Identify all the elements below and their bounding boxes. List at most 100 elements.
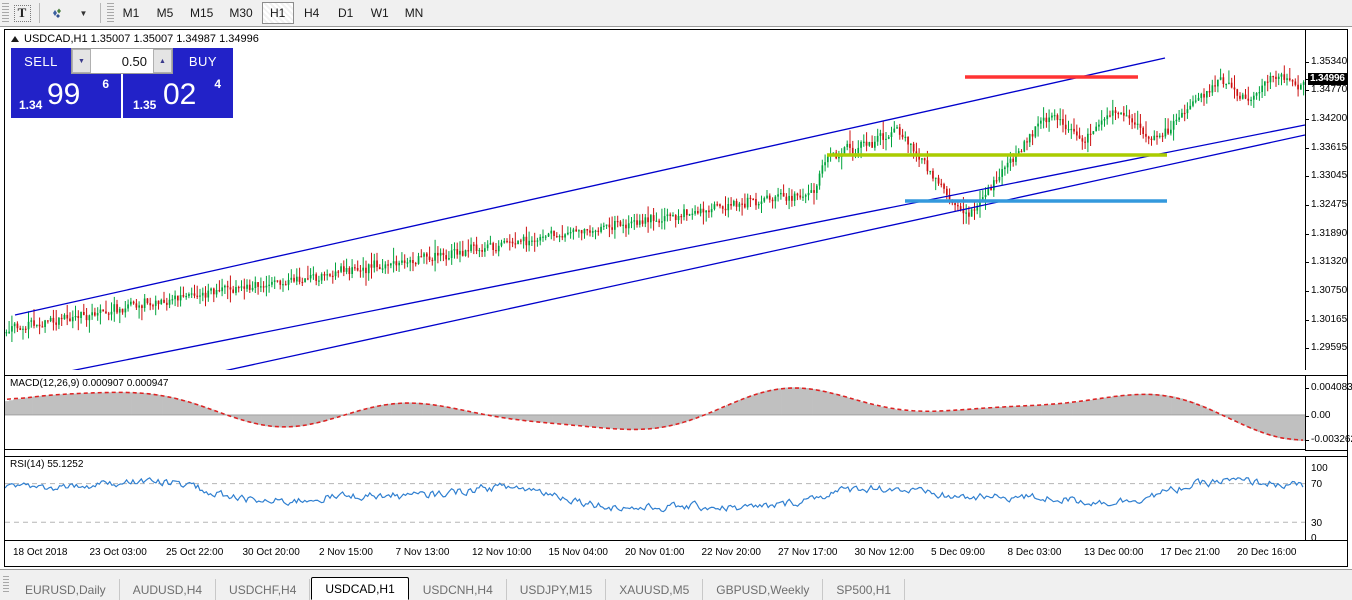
toolbar-separator — [39, 3, 40, 23]
chart-tab-usdcnh-h4[interactable]: USDCNH,H4 — [410, 579, 507, 600]
one-click-trading-panel[interactable]: SELL ▼ 0.50 ▲ BUY 1.34 99 6 — [11, 48, 233, 118]
price-axis-tick — [1306, 62, 1309, 63]
macd-axis-label: 0.00 — [1311, 410, 1331, 421]
candlestick-series — [5, 65, 1305, 342]
timeframe-button-d1[interactable]: D1 — [338, 6, 354, 20]
main-toolbar: T ▼ M1 M5 M15 M30 H1 H4 D1 W1 MN — [0, 0, 1352, 27]
collapse-triangle-icon[interactable] — [11, 36, 19, 42]
chart-tab-usdchf-h4[interactable]: USDCHF,H4 — [216, 579, 311, 600]
rsi-axis-label: 30 — [1311, 518, 1323, 529]
buy-button[interactable]: BUY — [173, 48, 233, 74]
rsi-pane[interactable]: RSI(14) 55.1252 — [5, 456, 1305, 539]
time-axis-label: 27 Nov 17:00 — [778, 547, 838, 558]
rsi-axis-label: 0 — [1311, 533, 1317, 544]
timeframe-button-m5[interactable]: M5 — [156, 6, 174, 20]
price-axis-tick — [1306, 319, 1309, 321]
macd-pane[interactable]: MACD(12,26,9) 0.000907 0.000947 — [5, 375, 1305, 450]
price-axis-tick — [1306, 118, 1309, 120]
price-axis-label: 1.33615 — [1311, 141, 1348, 153]
time-axis-label: 18 Oct 2018 — [13, 547, 68, 558]
buy-price-fraction: 4 — [214, 77, 221, 91]
price-axis-tick — [1306, 79, 1309, 81]
time-axis-label: 23 Oct 03:00 — [89, 547, 147, 558]
price-axis-label: 1.31320 — [1311, 256, 1348, 268]
timeframe-button-m1[interactable]: M1 — [122, 6, 140, 20]
macd-signal-line — [6, 387, 1304, 441]
chart-title: USDCAD,H1 1.35007 1.35007 1.34987 1.3499… — [11, 33, 259, 45]
chart-title-text: USDCAD,H1 1.35007 1.35007 1.34987 1.3499… — [24, 33, 259, 45]
time-axis[interactable]: 18 Oct 2018 23 Oct 03:00 25 Oct 22:00 30 Oc… — [5, 540, 1347, 566]
chart-window[interactable]: USDCAD,H1 1.35007 1.35007 1.34987 1.3499… — [4, 29, 1352, 567]
time-axis-label: 17 Dec 21:00 — [1160, 547, 1221, 558]
macd-axis-label: -0.003262 — [1311, 434, 1352, 445]
price-axis-tick — [1306, 90, 1309, 92]
toolbar-drag-grip[interactable] — [2, 3, 9, 23]
macd-indicator-label: MACD(12,26,9) 0.000907 0.000947 — [10, 378, 169, 389]
chart-tab-eurusd-daily[interactable]: EURUSD,Daily — [12, 579, 120, 600]
channel-upper-line-2 — [71, 124, 1305, 370]
sell-button[interactable]: SELL — [11, 48, 71, 74]
text-tool-icon: T — [13, 4, 31, 22]
sell-price-prefix: 1.34 — [19, 98, 43, 112]
chart-tab-usdcad-h1[interactable]: USDCAD,H1 — [311, 577, 409, 600]
buy-price-cell[interactable]: 1.35 02 4 — [123, 74, 233, 118]
time-axis-label: 13 Dec 00:00 — [1084, 547, 1144, 558]
time-axis-label: 12 Nov 10:00 — [472, 547, 532, 558]
macd-axis: 0.004083 0.00 -0.003262 — [1305, 375, 1352, 451]
timeframe-button-w1[interactable]: W1 — [370, 6, 389, 20]
chart-tab-gbpusd-weekly[interactable]: GBPUSD,Weekly — [703, 579, 824, 600]
time-axis-label: 22 Nov 20:00 — [701, 547, 762, 558]
volume-increment-button[interactable]: ▲ — [153, 49, 172, 73]
rsi-indicator-label: RSI(14) 55.1252 — [10, 459, 84, 470]
time-axis-label: 15 Nov 04:00 — [548, 547, 609, 558]
sell-price-cell[interactable]: 1.34 99 6 — [11, 74, 121, 118]
text-tool-button[interactable]: T — [10, 2, 34, 24]
chart-tabs: EURUSD,Daily AUDUSD,H4 USDCHF,H4 USDCAD,H1 U… — [12, 577, 906, 600]
timeframe-button-h4[interactable]: H4 — [304, 6, 320, 20]
chart-tab-usdjpy-m15[interactable]: USDJPY,M15 — [507, 579, 607, 600]
price-axis-label: 1.33045 — [1311, 170, 1348, 182]
timeframe-button-m30[interactable]: M30 — [229, 6, 253, 20]
timeframe-toolbar-grip[interactable] — [107, 3, 114, 23]
rsi-axis-label: 100 — [1311, 463, 1328, 474]
price-axis[interactable]: 1.35340 1.34996 1.34770 1.34200 1.33615 1.330… — [1305, 30, 1347, 370]
price-axis-label: 1.30165 — [1311, 313, 1348, 325]
price-axis-label: 1.34200 — [1311, 112, 1348, 124]
volume-value[interactable]: 0.50 — [121, 53, 147, 69]
rsi-axis-label: 70 — [1311, 479, 1323, 490]
time-axis-label: 8 Dec 03:00 — [1007, 547, 1062, 558]
chart-tab-sp500-h1[interactable]: SP500,H1 — [823, 579, 906, 600]
price-axis-tick — [1306, 147, 1309, 149]
time-axis-label: 30 Oct 20:00 — [242, 547, 300, 558]
timeframe-button-h1[interactable]: H1 — [261, 2, 294, 24]
price-axis-label: 1.30750 — [1311, 284, 1348, 296]
price-axis-label: 1.31890 — [1311, 227, 1348, 239]
macd-axis-tick — [1306, 440, 1309, 441]
time-axis-label: 2 Nov 15:00 — [319, 547, 373, 558]
buy-price-main: 02 — [163, 78, 197, 111]
channel-upper-line — [14, 57, 1166, 316]
sell-price-main: 99 — [47, 78, 81, 111]
timeframe-button-m15[interactable]: M15 — [190, 6, 214, 20]
tabbar-grip[interactable] — [3, 576, 9, 594]
volume-input-group[interactable]: ▼ 0.50 ▲ — [71, 48, 173, 74]
chart-tab-audusd-h4[interactable]: AUDUSD,H4 — [120, 579, 217, 600]
chevron-down-icon: ▼ — [79, 8, 88, 18]
templates-dropdown-button[interactable]: ▼ — [71, 2, 95, 24]
time-axis-label: 5 Dec 09:00 — [931, 547, 985, 558]
macd-axis-label: 0.004083 — [1311, 382, 1352, 393]
octp-controls-row: SELL ▼ 0.50 ▲ BUY — [11, 48, 233, 74]
price-pane[interactable]: USDCAD,H1 1.35007 1.35007 1.34987 1.3499… — [5, 30, 1305, 370]
chevron-up-icon: ▲ — [159, 57, 166, 65]
volume-decrement-button[interactable]: ▼ — [72, 49, 91, 73]
sell-price-fraction: 6 — [102, 77, 109, 91]
channel-lower-line — [225, 134, 1305, 370]
time-axis-label: 7 Nov 13:00 — [395, 547, 450, 558]
macd-histogram-series — [5, 387, 1305, 442]
price-chart-svg — [5, 57, 1305, 370]
timeframe-button-mn[interactable]: MN — [404, 6, 424, 20]
price-axis-label: 1.34770 — [1311, 84, 1348, 96]
templates-button[interactable] — [45, 2, 69, 24]
chart-tab-xauusd-m5[interactable]: XAUUSD,M5 — [606, 579, 704, 600]
rsi-line — [5, 477, 1304, 513]
